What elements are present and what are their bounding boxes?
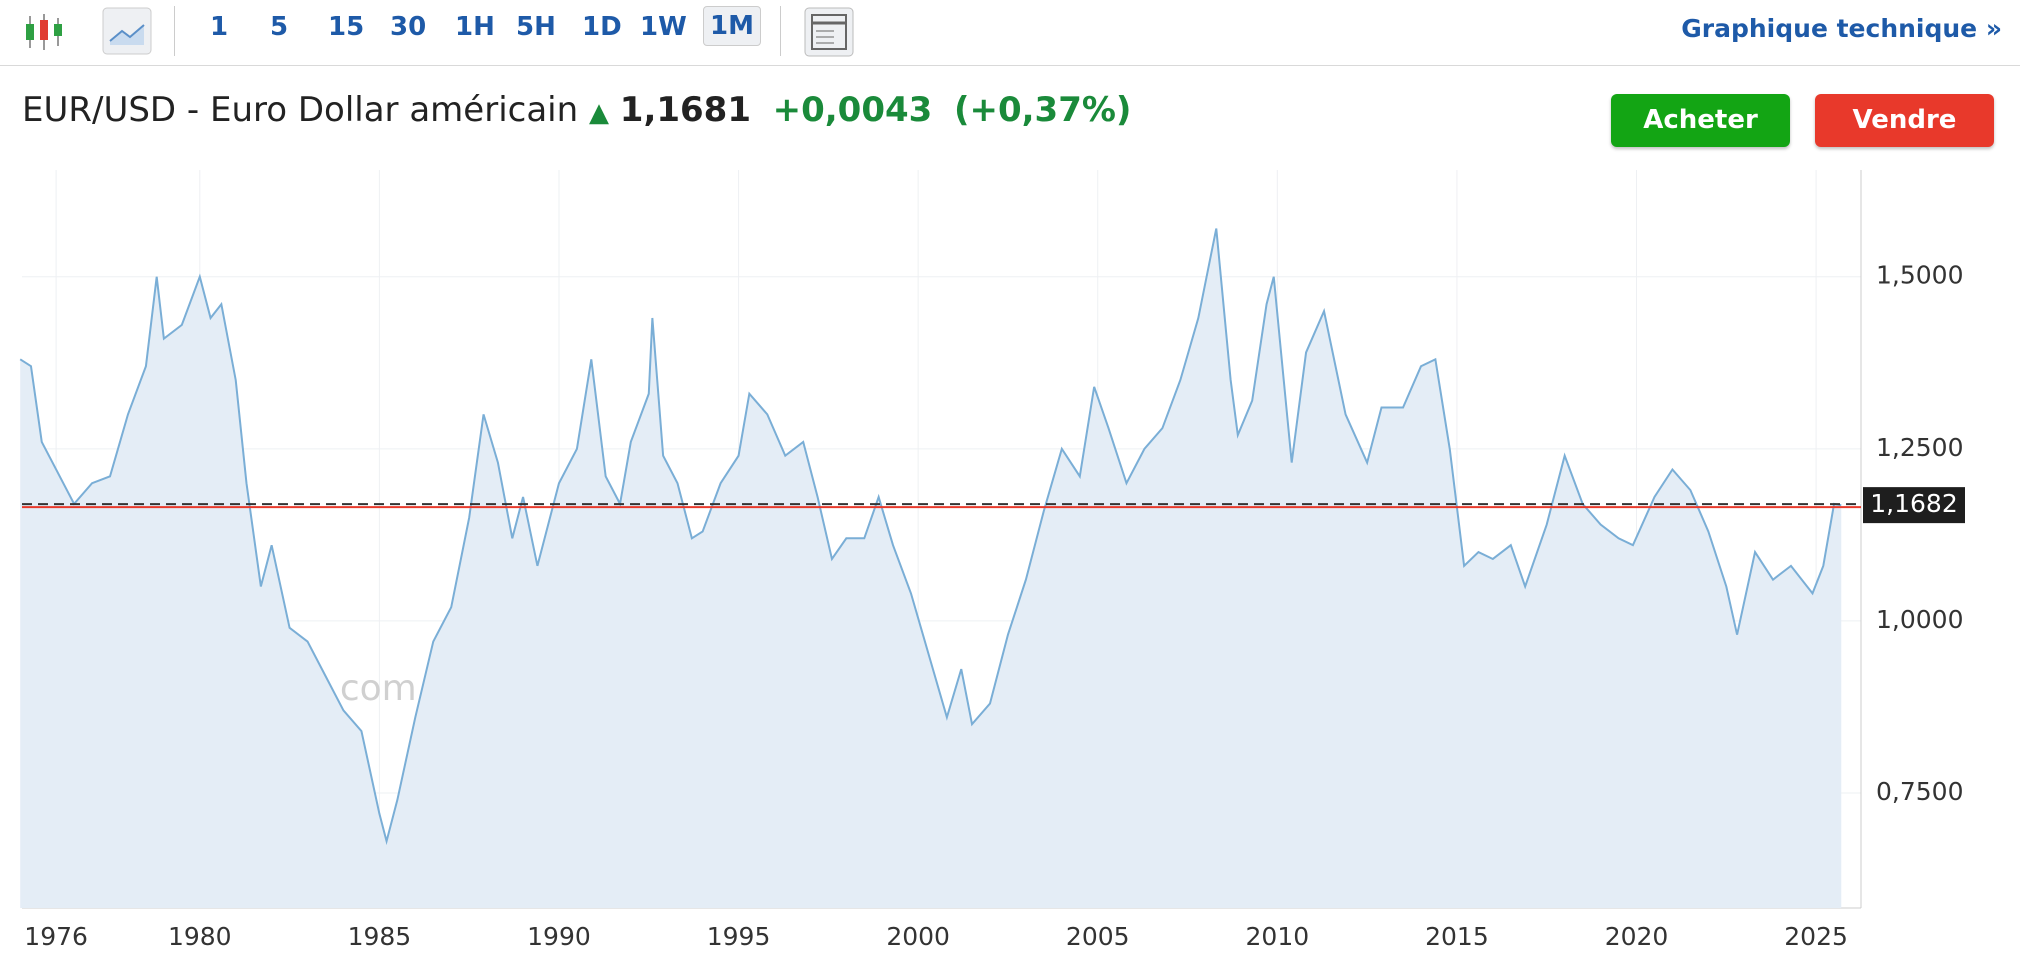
interval-button[interactable]: 15 xyxy=(328,12,365,42)
interval-button[interactable]: 30 xyxy=(390,12,427,42)
x-tick-label: 2005 xyxy=(1066,922,1130,951)
x-tick-label: 1995 xyxy=(707,922,771,951)
x-tick-label: 2020 xyxy=(1605,922,1669,951)
interval-button[interactable]: 1H xyxy=(455,12,495,42)
x-tick-label: 2025 xyxy=(1784,922,1848,951)
interval-button[interactable]: 5H xyxy=(516,12,556,42)
up-arrow: ▲ xyxy=(588,98,609,128)
watermark: Investing.com xyxy=(55,657,417,717)
last-price-box xyxy=(1863,487,1965,524)
x-tick-label: 2015 xyxy=(1425,922,1489,951)
change: +0,0043 xyxy=(772,90,933,130)
separator xyxy=(780,6,781,56)
x-tick-label: 1976 xyxy=(24,922,88,951)
interval-button[interactable]: 1D xyxy=(582,12,622,42)
y-tick-label: 1,0000 xyxy=(1876,605,1963,634)
sell-button[interactable]: Vendre xyxy=(1815,94,1994,147)
interval-button[interactable]: 1M xyxy=(703,6,761,46)
interval-button[interactable]: 1 xyxy=(210,12,229,42)
x-tick-label: 2010 xyxy=(1246,922,1310,951)
interval-button[interactable]: 5 xyxy=(270,12,289,42)
x-tick-label: 1980 xyxy=(168,922,232,951)
buy-button[interactable]: Acheter xyxy=(1611,94,1790,147)
line-icon[interactable] xyxy=(102,7,152,55)
watermark-suffix: .com xyxy=(328,668,416,709)
y-tick-label: 1,2500 xyxy=(1876,433,1963,462)
toolbar: 1 5 15 30 1H 5H 1D 1W 1M Graphique technique » xyxy=(0,0,2020,66)
line xyxy=(19,228,1842,846)
x-tick-label: 1985 xyxy=(348,922,412,951)
x-tick-label: 1990 xyxy=(527,922,591,951)
last-price-label: 1,1682 xyxy=(1870,489,1957,518)
quote-header: EUR/USD - Euro Dollar américain ▲ 1,1681… xyxy=(22,90,1131,130)
technical-chart-link[interactable]: Graphique technique » xyxy=(1681,14,2002,43)
layout-icon[interactable] xyxy=(804,7,854,57)
separator xyxy=(174,6,175,56)
area xyxy=(20,228,1842,908)
y-tick-label: 0,7500 xyxy=(1876,777,1963,806)
x-tick-label: 2000 xyxy=(886,922,950,951)
candles-icon[interactable] xyxy=(22,10,66,54)
y-tick-label: 1,5000 xyxy=(1876,261,1963,290)
change-percent: (+0,37%) xyxy=(953,90,1132,130)
interval-button[interactable]: 1W xyxy=(640,12,687,42)
watermark-brand: Investing xyxy=(55,657,328,717)
instrument-name: EUR/USD - Euro Dollar américain xyxy=(22,90,579,130)
price: 1,1681 xyxy=(619,90,751,130)
